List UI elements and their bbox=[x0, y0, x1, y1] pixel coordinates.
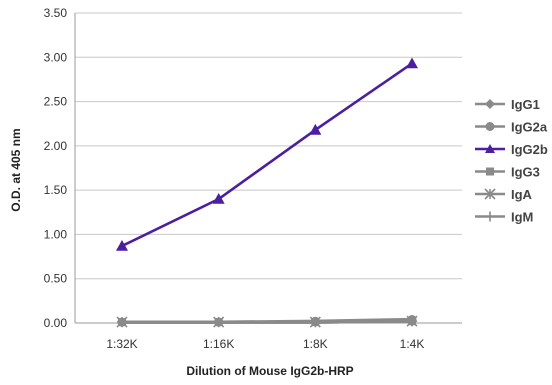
y-tick-label: 1.00 bbox=[44, 227, 68, 241]
legend-label: IgM bbox=[511, 210, 533, 225]
plot-area bbox=[116, 57, 418, 328]
y-tick-label: 3.50 bbox=[44, 6, 68, 20]
data-point bbox=[485, 144, 495, 153]
legend-label: IgG1 bbox=[511, 97, 540, 112]
series-line bbox=[121, 62, 413, 248]
y-tick-labels: 0.00 0.50 1.00 1.50 2.00 2.50 3.00 3.50 bbox=[44, 6, 68, 330]
data-point bbox=[309, 123, 322, 135]
data-point bbox=[484, 188, 496, 200]
y-tick-label: 0.00 bbox=[44, 316, 68, 330]
legend-item-IgA: IgA bbox=[475, 187, 533, 202]
x-tick-label: 1:4K bbox=[400, 337, 425, 351]
legend-item-IgM: IgM bbox=[475, 210, 533, 225]
data-point bbox=[485, 122, 495, 131]
legend-item-IgG2a: IgG2a bbox=[475, 120, 548, 135]
data-point bbox=[485, 99, 495, 109]
x-axis-title: Dilution of Mouse IgG2b-HRP bbox=[186, 364, 353, 378]
y-tick-label: 0.50 bbox=[44, 272, 68, 286]
x-tick-label: 1:32K bbox=[106, 337, 137, 351]
data-point bbox=[406, 57, 418, 69]
x-tick-labels: 1:32K 1:16K 1:8K 1:4K bbox=[106, 337, 424, 351]
legend-item-IgG3: IgG3 bbox=[475, 165, 540, 180]
y-tick-label: 1.50 bbox=[44, 183, 68, 197]
data-point bbox=[486, 167, 494, 176]
data-point bbox=[407, 316, 417, 327]
y-axis-title: O.D. at 405 nm bbox=[9, 128, 23, 211]
legend-label: IgG2a bbox=[511, 120, 548, 135]
legend: IgG1 IgG2a IgG2b IgG3 IgA IgM bbox=[475, 97, 548, 225]
data-point bbox=[213, 317, 224, 328]
data-point bbox=[310, 317, 321, 328]
legend-label: IgG2b bbox=[511, 142, 548, 157]
series-line bbox=[122, 319, 413, 324]
y-tick-label: 2.50 bbox=[44, 95, 68, 109]
legend-item-IgG1: IgG1 bbox=[475, 97, 540, 112]
data-point bbox=[485, 211, 495, 222]
gridlines bbox=[74, 12, 462, 324]
data-point bbox=[117, 317, 127, 328]
series-IgG2b bbox=[116, 57, 418, 251]
y-tick-label: 3.00 bbox=[44, 50, 68, 64]
y-tick-label: 2.00 bbox=[44, 139, 68, 153]
data-point bbox=[116, 239, 128, 251]
series-IgM bbox=[117, 316, 417, 328]
legend-label: IgA bbox=[511, 187, 533, 202]
legend-item-IgG2b: IgG2b bbox=[475, 142, 548, 157]
x-tick-label: 1:16K bbox=[203, 337, 234, 351]
legend-label: IgG3 bbox=[511, 165, 540, 180]
x-tick-label: 1:8K bbox=[303, 337, 328, 351]
data-point bbox=[212, 193, 225, 204]
